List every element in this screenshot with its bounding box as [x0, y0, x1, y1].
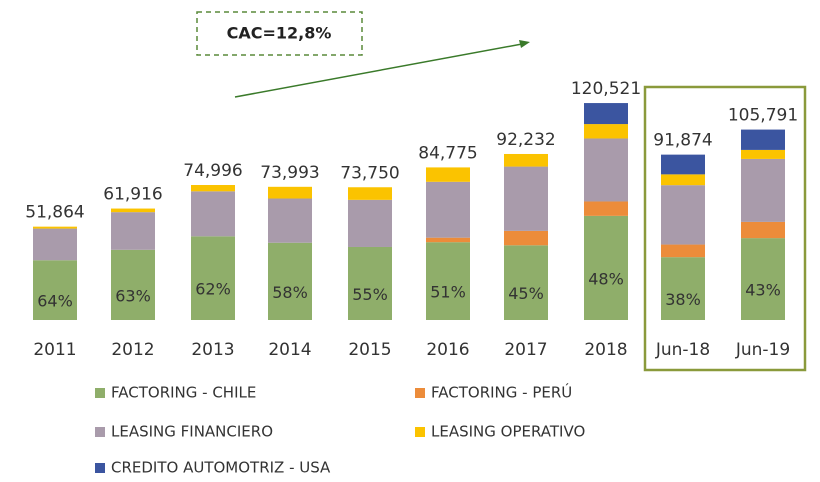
x-tick-label: 2015	[348, 340, 391, 360]
x-tick-label: 2017	[504, 340, 547, 360]
segment-label: 51%	[430, 283, 466, 302]
bar-segment	[426, 237, 470, 243]
bar-segment	[504, 245, 548, 320]
bar-segment	[111, 212, 155, 250]
bar-segment	[268, 242, 312, 320]
legend-label: LEASING OPERATIVO	[431, 423, 585, 441]
legend-label: FACTORING - PERÚ	[431, 383, 572, 402]
bar-segment	[111, 249, 155, 320]
total-label: 120,521	[571, 79, 641, 99]
x-tick-label: 2013	[191, 340, 234, 360]
bar-segment	[504, 166, 548, 231]
total-label: 73,750	[340, 163, 399, 183]
segment-label: 38%	[665, 290, 701, 309]
bar-segment	[268, 186, 312, 199]
bar-segment	[741, 221, 785, 239]
segment-label: 62%	[195, 280, 231, 299]
legend-swatch	[415, 427, 425, 437]
total-label: 92,232	[496, 130, 555, 150]
segment-label: 45%	[508, 284, 544, 303]
bar-segment	[661, 185, 705, 245]
bar-segment	[191, 236, 235, 320]
bar-segment	[268, 198, 312, 243]
bar-segment	[661, 154, 705, 175]
segment-label: 55%	[352, 285, 388, 304]
segment-label: 64%	[37, 292, 73, 311]
legend-swatch	[415, 388, 425, 398]
bar-segment	[584, 138, 628, 202]
x-tick-label: 2018	[584, 340, 627, 360]
total-label: 84,775	[418, 143, 477, 163]
bar-segment	[584, 103, 628, 125]
x-tick-label: 2012	[111, 340, 154, 360]
total-label: 91,874	[653, 131, 712, 151]
arrow-head	[519, 40, 530, 48]
bar-segment	[741, 149, 785, 159]
trend-arrow	[234, 43, 523, 98]
bar-segment	[661, 244, 705, 258]
bar-segment	[191, 185, 235, 192]
legend-label: FACTORING - CHILE	[111, 384, 256, 402]
segment-label: 63%	[115, 286, 151, 305]
bar-segment	[33, 228, 77, 261]
bar-segment	[111, 208, 155, 213]
bar-segment	[504, 230, 548, 246]
x-tick-label: 2014	[268, 340, 311, 360]
bar-segment	[426, 242, 470, 320]
total-label: 61,916	[103, 185, 162, 205]
bar-segment	[741, 129, 785, 150]
highlight-box	[643, 85, 807, 372]
bar-segment	[426, 181, 470, 238]
bar-segment	[504, 153, 548, 167]
annotation: CAC=12,8%	[227, 24, 332, 43]
legend-swatch	[95, 463, 105, 473]
segment-label: 58%	[272, 283, 308, 302]
annotation-box	[196, 11, 363, 56]
bar-segment	[191, 191, 235, 237]
x-tick-label: 2016	[426, 340, 469, 360]
x-tick-label: Jun-18	[655, 340, 710, 360]
legend-label: LEASING FINANCIERO	[111, 423, 273, 441]
x-tick-label: 2011	[33, 340, 76, 360]
total-label: 105,791	[728, 106, 798, 126]
bar-segment	[741, 158, 785, 222]
bar-segment	[426, 167, 470, 182]
legend-swatch	[95, 388, 105, 398]
segment-label: 43%	[745, 281, 781, 300]
total-label: 51,864	[25, 203, 84, 223]
bar-segment	[584, 124, 628, 139]
bar-segment	[661, 174, 705, 186]
legend-swatch	[95, 427, 105, 437]
bar-segment	[348, 199, 392, 247]
bar-segment	[33, 260, 77, 320]
bar-segment	[584, 201, 628, 216]
bar-segment	[741, 238, 785, 320]
bar-segment	[584, 215, 628, 320]
total-label: 74,996	[183, 161, 242, 181]
bar-segment	[33, 226, 77, 229]
bar-segment	[348, 187, 392, 200]
legend-label: CREDITO AUTOMOTRIZ - USA	[111, 459, 331, 477]
total-label: 73,993	[260, 163, 319, 183]
x-tick-label: Jun-19	[735, 340, 790, 360]
bar-segment	[661, 257, 705, 320]
bar-segment	[348, 246, 392, 320]
segment-label: 48%	[588, 269, 624, 288]
